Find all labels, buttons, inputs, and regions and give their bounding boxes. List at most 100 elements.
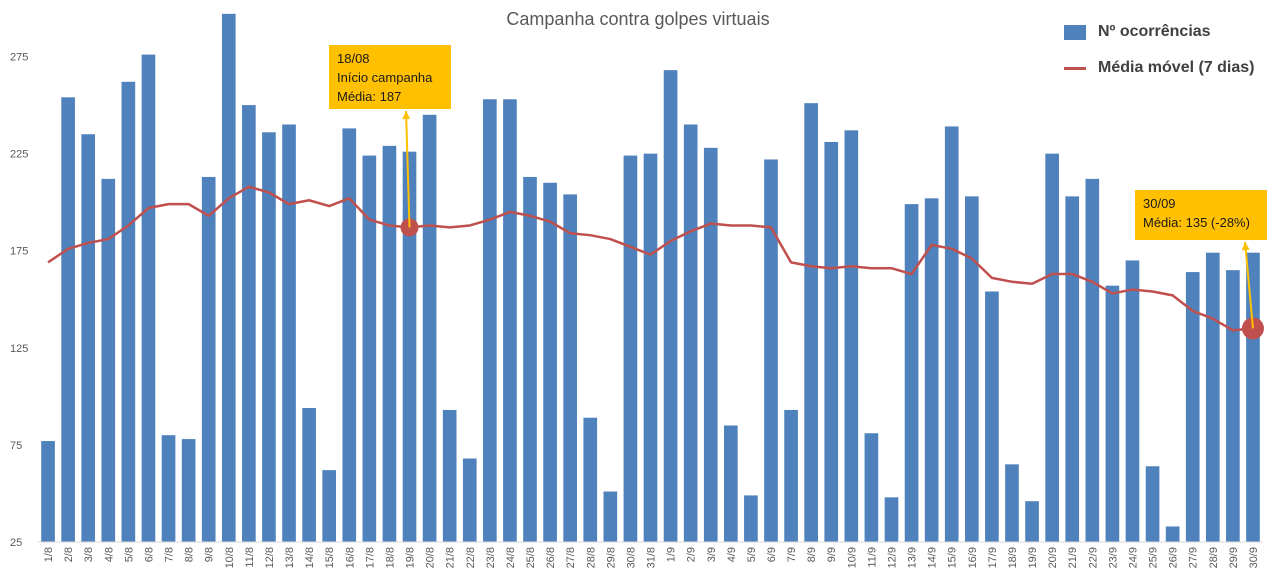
x-tick-24/8: 24/8 — [505, 547, 517, 568]
bar-14/8 — [302, 408, 316, 542]
x-tick-23/8: 23/8 — [485, 547, 497, 568]
x-tick-31/8: 31/8 — [646, 547, 658, 568]
y-axis-ticks: 25 75 125 175 225 275 — [10, 52, 28, 549]
y-tick-225: 225 — [10, 149, 28, 161]
x-tick-5/8: 5/8 — [123, 547, 135, 562]
x-tick-1/8: 1/8 — [43, 547, 55, 562]
callout-end-average: Média: 135 (-28%) — [1143, 215, 1250, 230]
bar-26/9 — [1165, 526, 1180, 542]
bar-27/9 — [1185, 272, 1200, 542]
x-tick-9/8: 9/8 — [204, 547, 216, 562]
bar-16/8 — [342, 128, 357, 542]
x-tick-23/9: 23/9 — [1107, 547, 1119, 568]
line-layer — [47, 185, 1254, 332]
bar-31/8 — [643, 153, 658, 542]
x-tick-18/8: 18/8 — [384, 547, 396, 568]
bar-28/8 — [583, 417, 598, 542]
x-tick-21/8: 21/8 — [445, 547, 457, 568]
bar-24/9 — [1125, 260, 1140, 542]
x-tick-20/8: 20/8 — [425, 547, 437, 568]
bar-11/8 — [242, 105, 256, 542]
legend-swatch-bars — [1064, 24, 1086, 40]
x-tick-10/9: 10/9 — [846, 547, 858, 568]
bar-6/8 — [141, 54, 156, 542]
bar-5/9 — [744, 495, 758, 542]
leader-arrow-end — [1241, 242, 1250, 251]
x-tick-1/9: 1/9 — [666, 547, 678, 562]
bar-4/8 — [101, 178, 116, 542]
bar-30/8 — [623, 155, 638, 542]
x-tick-18/9: 18/9 — [1007, 547, 1019, 568]
x-tick-16/8: 16/8 — [344, 547, 356, 568]
x-tick-30/8: 30/8 — [625, 547, 637, 568]
x-tick-16/9: 16/9 — [967, 547, 979, 568]
x-tick-8/8: 8/8 — [184, 547, 196, 562]
bar-1/9 — [663, 70, 678, 542]
bar-26/8 — [543, 182, 557, 542]
x-tick-13/9: 13/9 — [907, 547, 919, 568]
x-axis-ticks: 1/8 2/8 3/8 4/8 5/8 6/8 7/8 8/8 9/8 10/8 11/8 12/8 1… — [43, 547, 1260, 568]
legend: Nº ocorrências Média móvel (7 dias) — [1064, 14, 1255, 86]
x-tick-29/9: 29/9 — [1228, 547, 1240, 568]
leader-arrow-campaign-start — [402, 111, 411, 120]
x-tick-11/9: 11/9 — [866, 547, 878, 568]
x-tick-21/9: 21/9 — [1067, 547, 1079, 568]
bar-1/8 — [41, 441, 55, 542]
bar-23/9 — [1105, 285, 1120, 542]
bar-25/8 — [523, 176, 537, 542]
x-tick-26/9: 26/9 — [1168, 547, 1180, 568]
x-tick-6/9: 6/9 — [766, 547, 778, 562]
moving-average-line — [47, 185, 1254, 332]
x-tick-25/9: 25/9 — [1148, 547, 1160, 568]
leader-lines-layer — [402, 110, 1254, 329]
bar-10/9 — [844, 130, 859, 542]
bar-5/8 — [121, 81, 136, 542]
y-tick-275: 275 — [10, 52, 28, 64]
leader-line-end — [1244, 241, 1254, 329]
bar-7/9 — [784, 409, 798, 542]
bar-16/9 — [964, 196, 979, 543]
callout-end: 30/09 Média: 135 (-28%) — [1135, 190, 1267, 240]
legend-item-line[interactable]: Média móvel (7 dias) — [1064, 50, 1255, 86]
bar-28/9 — [1205, 252, 1220, 543]
bar-8/9 — [804, 103, 818, 543]
x-tick-4/8: 4/8 — [103, 547, 115, 562]
bar-12/9 — [884, 497, 899, 542]
bar-15/9 — [944, 126, 959, 542]
legend-swatch-line — [1064, 66, 1086, 70]
bar-9/8 — [201, 176, 216, 542]
x-tick-28/9: 28/9 — [1208, 547, 1220, 568]
x-tick-7/8: 7/8 — [164, 547, 176, 562]
bar-17/8 — [362, 155, 377, 542]
bar-6/9 — [764, 159, 778, 542]
x-tick-15/8: 15/8 — [324, 547, 336, 568]
x-tick-28/8: 28/8 — [585, 547, 597, 568]
x-tick-9/9: 9/9 — [826, 547, 838, 562]
bar-13/8 — [282, 124, 296, 542]
legend-label-bars: Nº ocorrências — [1098, 23, 1211, 40]
x-tick-26/8: 26/8 — [545, 547, 557, 568]
x-tick-11/8: 11/8 — [244, 547, 256, 568]
callout-campaign-start: 18/08 Início campanha Média: 187 — [329, 45, 451, 109]
callout-campaign-label: Início campanha — [337, 70, 433, 85]
x-tick-12/9: 12/9 — [886, 547, 898, 568]
x-tick-22/9: 22/9 — [1087, 547, 1099, 568]
x-tick-14/8: 14/8 — [304, 547, 316, 568]
x-tick-6/8: 6/8 — [143, 547, 155, 562]
bar-23/8 — [483, 99, 497, 543]
bar-10/8 — [221, 13, 236, 542]
bar-25/9 — [1145, 466, 1160, 542]
y-tick-25: 25 — [10, 537, 22, 549]
legend-item-bars[interactable]: Nº ocorrências — [1064, 14, 1255, 50]
bar-21/9 — [1065, 196, 1080, 543]
x-tick-5/9: 5/9 — [746, 547, 758, 562]
x-tick-4/9: 4/9 — [726, 547, 738, 562]
x-tick-22/8: 22/8 — [465, 547, 477, 568]
bar-11/9 — [864, 433, 879, 542]
x-tick-3/8: 3/8 — [83, 547, 95, 562]
bar-21/8 — [442, 409, 457, 542]
bar-19/9 — [1025, 501, 1039, 542]
bar-24/8 — [503, 99, 517, 543]
x-tick-20/9: 20/9 — [1047, 547, 1059, 568]
